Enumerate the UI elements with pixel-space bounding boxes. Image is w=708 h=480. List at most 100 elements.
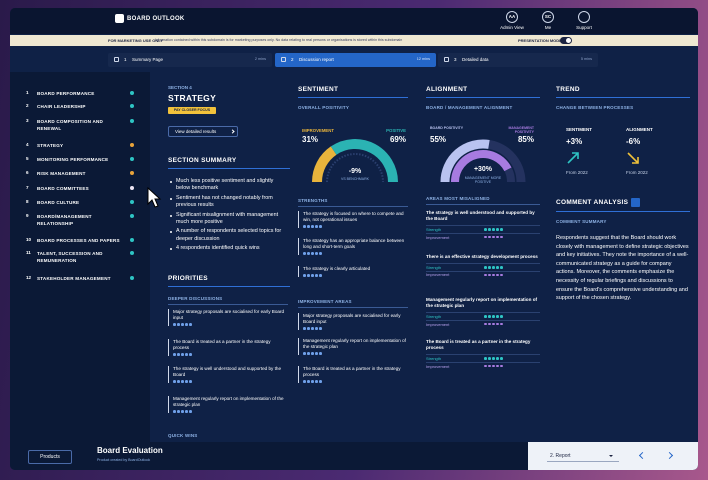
rating-dot <box>185 410 188 413</box>
nav-status-dot <box>130 171 134 175</box>
arrow-head <box>632 157 639 164</box>
arrow-head <box>572 152 579 159</box>
rating-dot <box>319 352 322 355</box>
nav-status-dot <box>130 200 134 204</box>
nav-label[interactable]: CHAIR LEADERSHIP <box>37 104 86 109</box>
gauge-segment-name: IMPROVEMENT <box>302 128 334 133</box>
trend-note: From 2022 <box>566 170 588 175</box>
rating-dot <box>496 266 499 269</box>
nav-label[interactable]: TALENT, SUCCESSION AND REMUNERATION <box>37 251 103 263</box>
rating-dot <box>303 352 306 355</box>
tab-number: 1 <box>124 57 127 62</box>
rating-dot <box>303 252 306 255</box>
row-rating <box>484 235 503 239</box>
footer-title: Board Evaluation <box>97 446 163 455</box>
rating-dot <box>177 323 180 326</box>
nav-label[interactable]: BOARD COMMITTEES <box>37 186 89 191</box>
misaligned-row: Improvement <box>426 319 540 328</box>
sub-heading: AREAS MOST MISALIGNED <box>426 196 490 201</box>
section-kicker: SECTION 4 <box>168 85 192 90</box>
list-item: The Board is treated as a partner in the… <box>168 339 286 357</box>
nav-label[interactable]: STRATEGY <box>37 143 64 148</box>
nav-number: 4 <box>26 142 29 147</box>
select-caret <box>609 455 613 457</box>
menu-avatar[interactable]: AA <box>506 11 518 23</box>
heading-rule <box>556 97 690 98</box>
sub-heading: BOARD / MANAGEMENT ALIGNMENT <box>426 105 513 110</box>
row-label: Improvement <box>426 234 450 240</box>
nav-label[interactable]: STAKEHOLDER MANAGEMENT <box>37 276 111 281</box>
rating-dot <box>488 266 491 269</box>
rating-dot <box>496 315 499 318</box>
bullet-dot <box>170 197 172 200</box>
heading-rule <box>168 286 290 287</box>
misaligned-text: The strategy is well understood and supp… <box>426 210 535 222</box>
rating-dot <box>303 380 306 383</box>
bullet-text: 4 respondents identified quick wins <box>176 245 260 252</box>
tab[interactable]: 3 Detailed data 5 mins <box>438 53 598 67</box>
gauge-series-name: BOARD POSITIVITY <box>430 126 464 130</box>
rating-dot <box>492 364 495 368</box>
rating-dot <box>307 327 310 330</box>
tab-label: Discussion report <box>299 57 334 62</box>
tab-time: 2 mins <box>254 57 266 61</box>
menu-avatar[interactable] <box>578 11 590 23</box>
trend-name: ALIGNMENT <box>626 127 653 132</box>
nav-label[interactable]: MONITORING PERFORMANCE <box>37 157 109 162</box>
rating-dot <box>185 353 188 356</box>
rating-dot <box>488 273 491 277</box>
nav-label[interactable]: BOARD PERFORMANCE <box>37 91 95 96</box>
nav-label[interactable]: BOARD/MANAGEMENT RELATIONSHIP <box>37 214 92 226</box>
rating-dot <box>189 410 192 413</box>
rating-dot <box>189 353 192 356</box>
list-item-text: The strategy has an appropriate balance … <box>303 238 405 250</box>
nav-label[interactable]: RISK MANAGEMENT <box>37 171 86 176</box>
heading-rule <box>556 211 690 212</box>
rating-dot <box>492 273 495 277</box>
nav-status-dot <box>130 157 134 161</box>
rating-dot <box>496 364 499 368</box>
misaligned-item: The strategy is well understood and supp… <box>426 210 540 240</box>
menu-label: Admin View <box>500 25 524 30</box>
row-label: Improvement <box>426 321 450 327</box>
rating-dot <box>492 235 495 239</box>
nav-label[interactable]: BOARD COMPOSITION AND RENEWAL <box>37 119 104 131</box>
gauge-segment-value: 69% <box>389 135 406 144</box>
bullet-dot <box>170 248 172 251</box>
row-rating <box>484 266 503 269</box>
view-results-button[interactable]: View detailed results <box>168 126 238 137</box>
sub-rule <box>426 204 540 205</box>
rating-dot <box>303 225 306 228</box>
arrow-shaft <box>627 152 639 164</box>
section-heading: PRIORITIES <box>168 275 208 282</box>
list-item-text: The Board is treated as a partner in the… <box>303 366 401 378</box>
row-label: Strength <box>426 264 442 270</box>
rating-dot <box>484 322 487 326</box>
nav-label[interactable]: BOARD PROCESSES AND PAPERS <box>37 238 120 243</box>
presentation-toggle[interactable] <box>560 37 572 44</box>
cursor-shape <box>147 187 162 208</box>
menu-avatar[interactable]: SC <box>542 11 554 23</box>
rating-dot <box>177 380 180 383</box>
rating-dot <box>315 352 318 355</box>
list-item: The Board is treated as a partner in the… <box>298 366 408 384</box>
nav-status-dot <box>130 251 134 255</box>
list-item: Major strategy proposals are socialised … <box>168 309 286 327</box>
sub-heading: OVERALL POSITIVITY <box>298 105 350 110</box>
rating-dot <box>492 266 495 269</box>
bullet-dot <box>170 231 172 234</box>
list-item-text: Major strategy proposals are socialised … <box>303 313 401 325</box>
gauge-center-value: -9% <box>348 168 362 175</box>
rating-dot <box>484 235 487 239</box>
row-label: Strength <box>426 227 442 233</box>
toggle-knob <box>566 38 571 43</box>
side-nav <box>10 72 150 442</box>
nav-label[interactable]: BOARD CULTURE <box>37 200 80 205</box>
report-select[interactable]: 2. Report <box>547 450 619 462</box>
tab[interactable]: 1 Summary Page 2 mins <box>108 53 272 67</box>
products-button[interactable]: Products <box>28 450 72 464</box>
bullet-text: A number of respondents selected topics … <box>176 228 282 242</box>
misaligned-row: Strength <box>426 312 540 320</box>
gauge-inner-ring <box>326 153 384 183</box>
tab[interactable]: 2 Discussion report 12 mins <box>275 53 436 67</box>
